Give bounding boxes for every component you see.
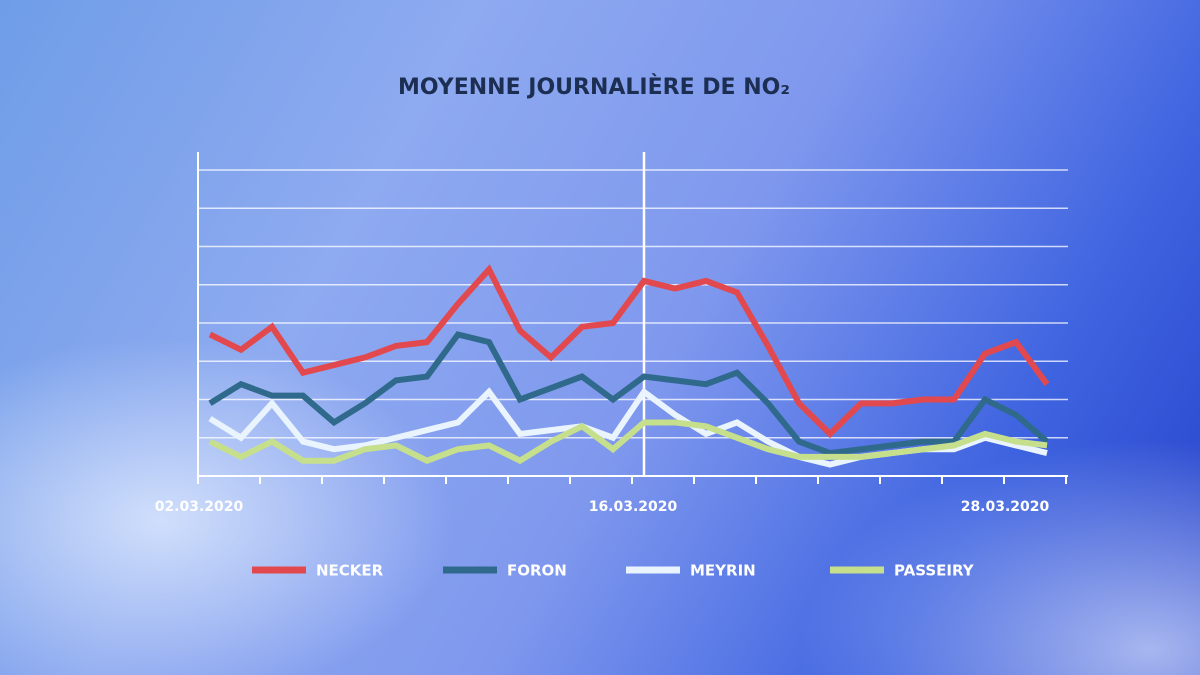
x-tick-label: 02.03.2020 [155,499,244,515]
legend-label: FORON [507,562,567,580]
series-line [208,331,1049,457]
legend-label: NECKER [316,562,384,580]
x-tick-label: 28.03.2020 [961,499,1050,515]
x-tick-label: 16.03.2020 [589,499,678,515]
chart-title: MOYENNE JOURNALIÈRE DE NO₂ [398,74,790,100]
series-line [208,419,1048,465]
legend-label: PASSEIRY [894,562,975,580]
series-line [208,387,1048,468]
legend-label: MEYRIN [690,562,756,580]
series-line [208,264,1050,439]
